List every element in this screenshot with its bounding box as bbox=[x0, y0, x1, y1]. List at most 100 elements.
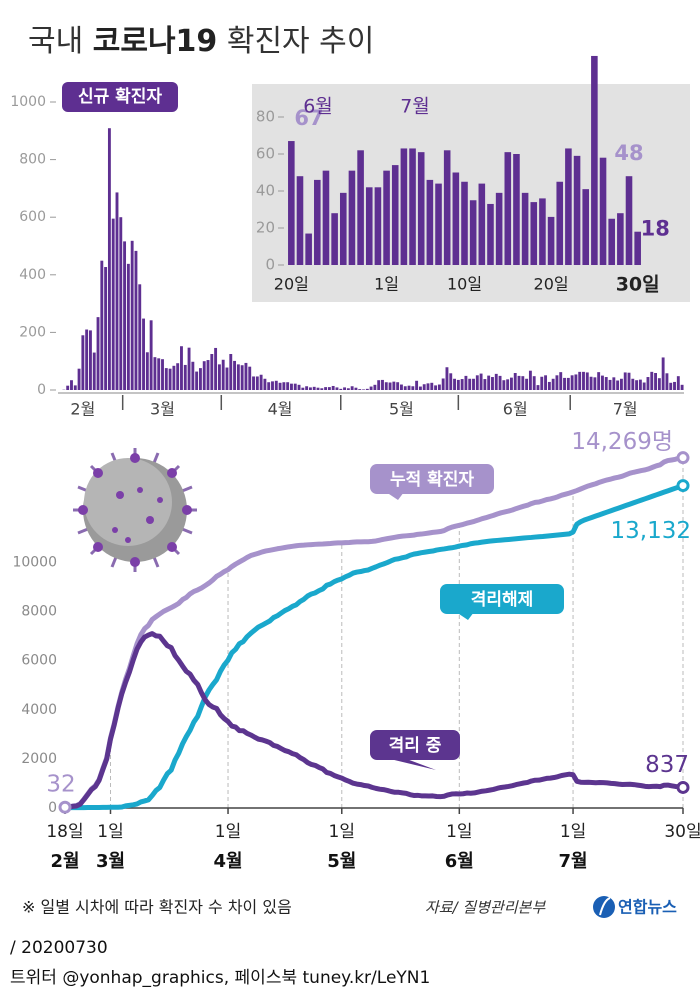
bar bbox=[331, 385, 335, 390]
bar bbox=[654, 373, 657, 390]
bar bbox=[591, 55, 598, 266]
x-tick-label: 1일 bbox=[329, 822, 355, 842]
value-label: 32 bbox=[46, 772, 75, 798]
series-line bbox=[62, 455, 686, 810]
bar bbox=[623, 372, 627, 390]
bar bbox=[73, 385, 77, 390]
bar bbox=[638, 379, 642, 390]
x-tick-label: 1일 bbox=[374, 275, 399, 294]
y-tick-label: 40 bbox=[256, 182, 275, 200]
bar bbox=[346, 388, 350, 390]
bar bbox=[479, 373, 483, 390]
bar bbox=[202, 361, 206, 390]
bar bbox=[578, 371, 582, 390]
bar bbox=[635, 380, 639, 390]
bar bbox=[456, 379, 460, 390]
bar bbox=[92, 352, 96, 390]
logo-text: 연합뉴스 bbox=[618, 898, 677, 917]
bar bbox=[369, 386, 373, 390]
bar bbox=[547, 381, 551, 390]
series-label-box bbox=[370, 464, 494, 494]
bar bbox=[530, 202, 538, 265]
value-label: 13,132 bbox=[611, 518, 691, 544]
y-tick-label: 800 bbox=[19, 152, 46, 168]
x-tick-label: 7월 bbox=[613, 400, 638, 419]
end-point bbox=[676, 479, 690, 493]
bar bbox=[314, 179, 321, 265]
bar bbox=[422, 384, 426, 390]
bar bbox=[233, 360, 237, 390]
bar bbox=[153, 357, 157, 390]
main-title: 국내 코로나19 확진자 추이 bbox=[28, 24, 374, 59]
bar bbox=[619, 378, 623, 390]
bar bbox=[176, 363, 180, 390]
bar bbox=[255, 376, 259, 390]
y-tick-label: 60 bbox=[256, 145, 275, 163]
bar bbox=[357, 150, 364, 265]
bar bbox=[461, 181, 468, 265]
bar bbox=[680, 384, 684, 390]
y-tick-label: 80 bbox=[256, 108, 275, 126]
x-month-label: 7월 bbox=[559, 851, 588, 872]
bar bbox=[286, 382, 290, 390]
bar bbox=[539, 198, 546, 265]
y-tick-label: 4000 bbox=[21, 702, 57, 718]
x-tick-label: 30일 bbox=[616, 274, 660, 296]
bar bbox=[441, 378, 445, 390]
bar bbox=[483, 379, 487, 390]
bar bbox=[81, 335, 85, 390]
bar bbox=[104, 267, 108, 390]
bar bbox=[229, 354, 233, 390]
series-label-box bbox=[370, 730, 460, 760]
bar bbox=[443, 150, 451, 265]
x-tick-label: 4월 bbox=[268, 400, 293, 419]
bar bbox=[502, 380, 506, 390]
y-tick-label: 0 bbox=[37, 382, 46, 398]
bar bbox=[305, 233, 312, 265]
series-name: 누적 확진자 bbox=[390, 470, 474, 490]
footnote: ※ 일별 시차에 따라 확진자 수 차이 있음 bbox=[22, 898, 292, 917]
bar bbox=[495, 192, 503, 265]
bar bbox=[573, 155, 581, 265]
bar bbox=[331, 213, 338, 265]
value-label: 837 bbox=[645, 752, 689, 778]
bar bbox=[339, 388, 343, 390]
x-tick-label: 2월 bbox=[70, 400, 95, 419]
bar bbox=[407, 385, 411, 390]
value-label: 67 bbox=[294, 106, 323, 130]
bar bbox=[252, 376, 255, 390]
bar bbox=[556, 181, 564, 265]
logo: 연합뉴스 bbox=[593, 896, 677, 918]
bar bbox=[625, 176, 633, 265]
y-tick-label: 200 bbox=[19, 324, 46, 340]
bar bbox=[599, 157, 607, 265]
bar bbox=[157, 358, 161, 390]
bar bbox=[547, 216, 555, 265]
bar bbox=[396, 382, 400, 390]
bar bbox=[263, 378, 267, 390]
y-tick-label: 400 bbox=[19, 267, 46, 283]
bar bbox=[469, 200, 477, 265]
end-point bbox=[676, 780, 690, 794]
x-tick-label: 18일 bbox=[46, 822, 83, 842]
bar bbox=[453, 378, 456, 390]
bar bbox=[582, 371, 585, 390]
chart-title: 신규 확진자 bbox=[78, 87, 162, 107]
bar bbox=[236, 364, 240, 390]
bar bbox=[650, 371, 654, 390]
bar bbox=[221, 359, 225, 390]
bar bbox=[377, 380, 381, 390]
bar bbox=[487, 203, 494, 265]
y-tick-label: 0 bbox=[265, 256, 275, 274]
bar bbox=[383, 170, 390, 265]
bar bbox=[597, 372, 601, 390]
bar bbox=[585, 372, 589, 390]
bar bbox=[123, 241, 127, 390]
bar bbox=[244, 362, 248, 390]
bar bbox=[225, 367, 229, 390]
virus-illustration bbox=[73, 448, 197, 572]
bar bbox=[631, 378, 635, 390]
bar bbox=[452, 172, 460, 265]
bar bbox=[130, 240, 134, 390]
bar bbox=[96, 317, 100, 390]
